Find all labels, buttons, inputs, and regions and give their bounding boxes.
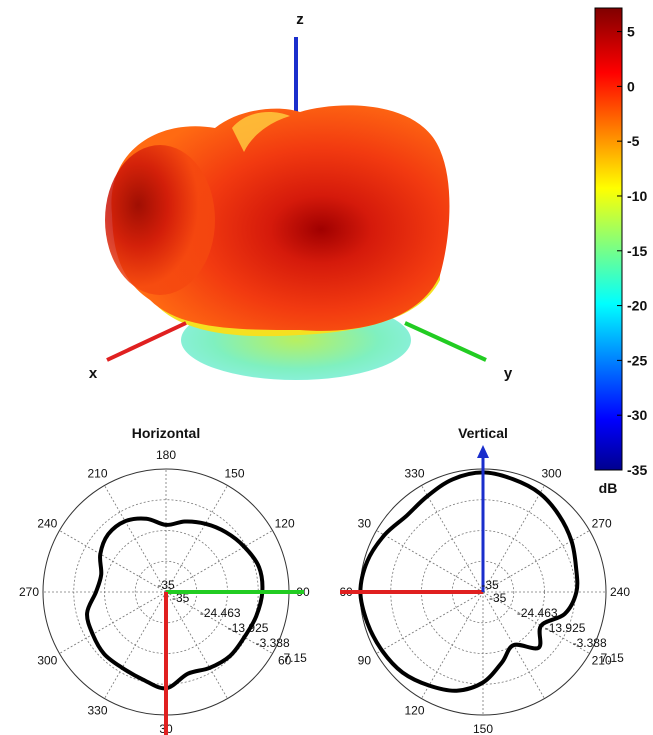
polar-angle-label: 300 bbox=[37, 654, 57, 668]
vertical-z-arrowhead bbox=[477, 445, 489, 458]
colorbar-tick-label: 0 bbox=[627, 78, 635, 94]
vertical-center-label: -35 bbox=[481, 578, 499, 592]
polar-angle-label: 330 bbox=[404, 466, 424, 480]
polar-grid-spoke bbox=[376, 591, 484, 654]
polar-angle-label: 330 bbox=[87, 704, 107, 718]
polar-angle-label: 120 bbox=[404, 704, 424, 718]
pattern-left-lobe bbox=[105, 145, 215, 295]
colorbar-tick-label: -20 bbox=[627, 298, 647, 314]
pattern-highlight bbox=[232, 112, 290, 152]
polar-angle-label: 210 bbox=[592, 654, 612, 668]
polar-angle-label: 150 bbox=[473, 722, 493, 735]
polar-grid-spoke bbox=[59, 591, 167, 654]
polar-grid-spoke bbox=[482, 485, 545, 593]
polar-grid-spoke bbox=[376, 530, 484, 593]
polar-angle-label: 30 bbox=[358, 517, 372, 531]
vertical-polar-plot: Vertical 906030330300270240210150120-35-… bbox=[339, 425, 630, 735]
vertical-polar-title: Vertical bbox=[458, 425, 508, 441]
y-axis-line bbox=[404, 321, 487, 362]
polar-angle-label: 60 bbox=[278, 654, 292, 668]
polar-grid-spoke bbox=[165, 530, 273, 593]
polar-grid-spoke bbox=[165, 485, 228, 593]
polar-grid-spoke bbox=[482, 591, 590, 654]
colorbar-tick-label: -30 bbox=[627, 407, 647, 423]
colorbar-tick-label: -25 bbox=[627, 352, 647, 368]
polar-angle-label: 150 bbox=[224, 466, 244, 480]
x-axis-line bbox=[106, 321, 187, 362]
polar-radial-label: -3.388 bbox=[256, 636, 290, 650]
polar-angle-label: 240 bbox=[37, 517, 57, 531]
polar-radial-label: -24.463 bbox=[200, 606, 241, 620]
colorbar-ticks: 5 0 -5 -10 -15 -20 -25 -30 -35 bbox=[617, 24, 647, 478]
polar-angle-label: 90 bbox=[358, 654, 372, 668]
polar-angle-label: 180 bbox=[156, 448, 176, 462]
polar-angle-label: 300 bbox=[541, 466, 561, 480]
colorbar-unit-label: dB bbox=[599, 480, 618, 496]
polar-pattern-curve bbox=[85, 516, 265, 691]
polar-radial-label: -3.388 bbox=[573, 636, 607, 650]
polar-radial-label: -13.925 bbox=[545, 621, 586, 635]
polar-grid-spoke bbox=[165, 591, 228, 699]
y-axis-label: y bbox=[504, 365, 513, 382]
polar-radial-label: 7.15 bbox=[283, 651, 307, 665]
colorbar-tick-label: -5 bbox=[627, 133, 640, 149]
polar-angle-label: 270 bbox=[19, 585, 39, 599]
polar-radial-label: -35 bbox=[172, 591, 190, 605]
polar-radial-label: 7.15 bbox=[600, 651, 624, 665]
polar-grid-spoke bbox=[421, 485, 484, 593]
x-axis-label: x bbox=[89, 365, 98, 382]
colorbar: 5 0 -5 -10 -15 -20 -25 -30 -35 dB bbox=[594, 7, 647, 496]
radiation-3d-plot: z x y bbox=[89, 11, 513, 382]
polar-grid-spoke bbox=[104, 591, 167, 699]
colorbar-tick-label: 5 bbox=[627, 24, 635, 40]
colorbar-scale bbox=[594, 7, 623, 471]
polar-grid-spoke bbox=[59, 530, 167, 593]
polar-radial-label: -24.463 bbox=[517, 606, 558, 620]
polar-angle-label: 120 bbox=[275, 517, 295, 531]
polar-radial-label: -35 bbox=[489, 591, 507, 605]
polar-grid-spoke bbox=[421, 591, 484, 699]
horizontal-polar-title: Horizontal bbox=[132, 425, 200, 441]
colorbar-tick-label: -10 bbox=[627, 188, 647, 204]
horizontal-polar-plot: Horizontal 90120150180210240270300330306… bbox=[19, 425, 310, 735]
polar-angle-label: 210 bbox=[87, 466, 107, 480]
polar-angle-label: 240 bbox=[610, 585, 630, 599]
polar-angle-label: 270 bbox=[592, 517, 612, 531]
polar-grid-spoke bbox=[165, 591, 273, 654]
polar-grid-spoke bbox=[482, 530, 590, 593]
colorbar-tick-label: -15 bbox=[627, 243, 647, 259]
horizontal-center-label: -35 bbox=[157, 578, 175, 592]
polar-grid-spoke bbox=[104, 485, 167, 593]
z-axis-label: z bbox=[296, 11, 304, 28]
colorbar-tick-label: -35 bbox=[627, 462, 647, 478]
polar-pattern-curve bbox=[358, 470, 580, 693]
